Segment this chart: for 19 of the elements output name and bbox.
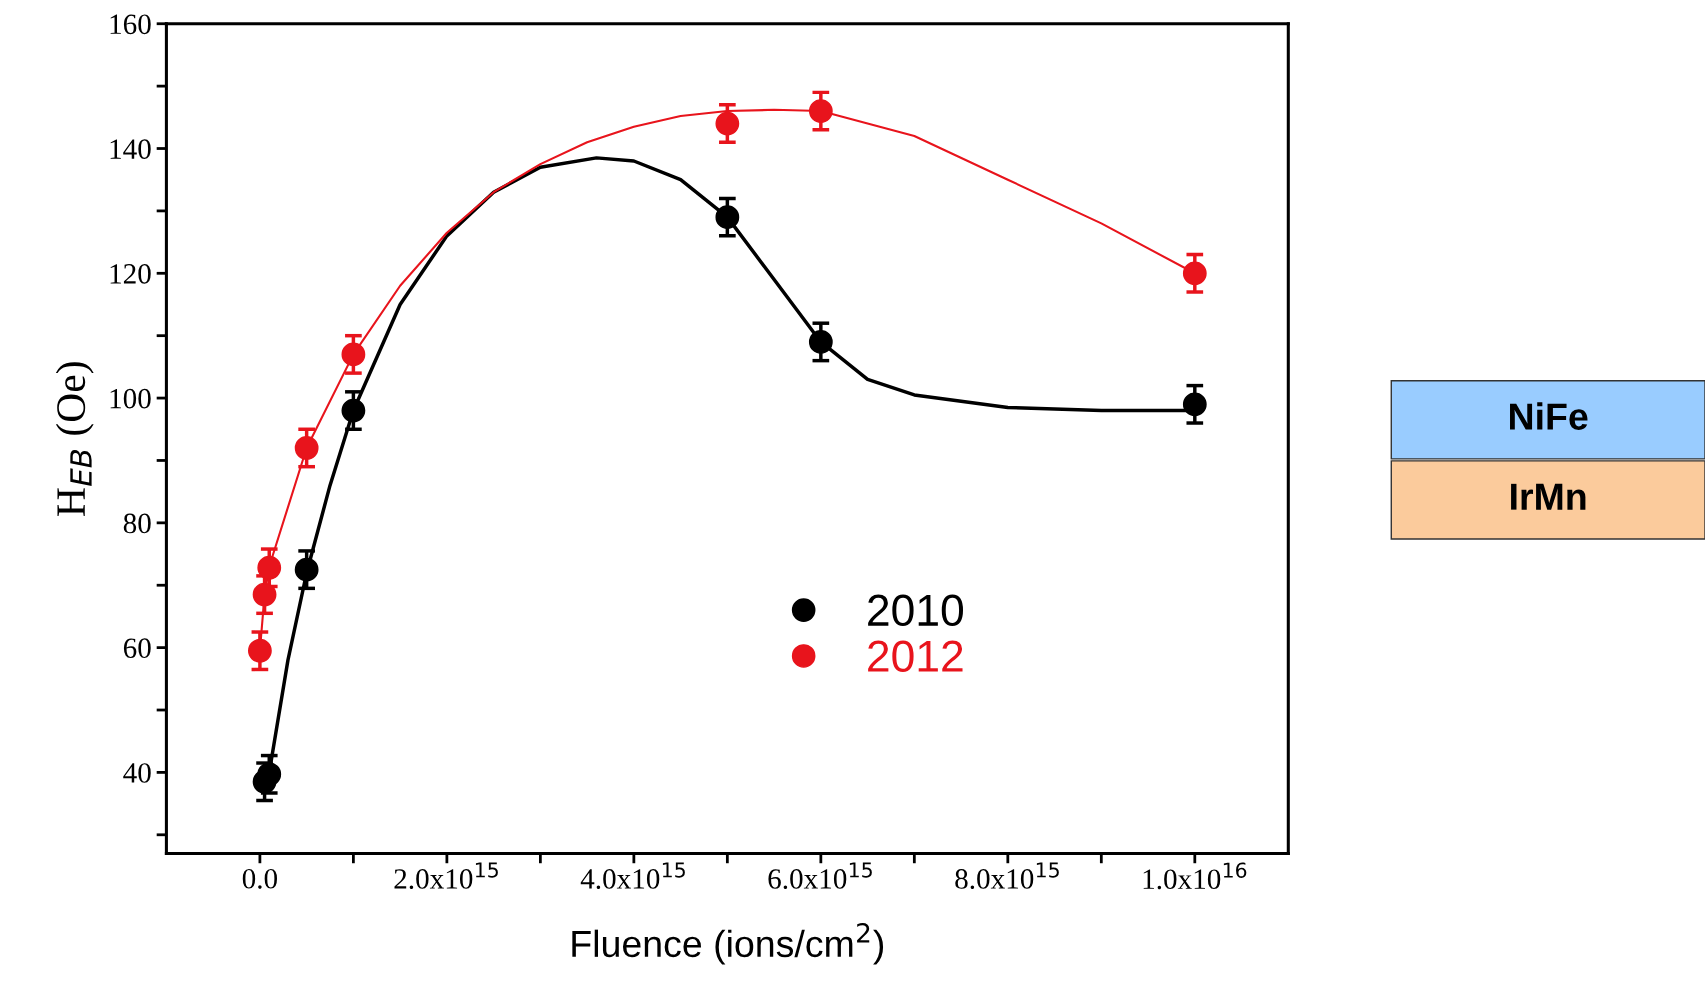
text: IrMn (1511, 483, 1586, 510)
legend-label: 2012 (868, 640, 963, 672)
y-tick-label: 100 (110, 388, 151, 409)
x-tick-label: 1.0x10$^{16}$ (1143, 862, 1247, 890)
y-axis-title: H$_{EB}$ (Oe) (55, 362, 94, 516)
y-tick-label: 140 (110, 139, 151, 159)
legend-label: 2010 (868, 594, 964, 627)
y-tick-label: 60 (123, 638, 151, 659)
x-tick-label: 0.0 (242, 868, 278, 889)
x-axis-title: Fluence (ions/cm$^{2}$) (572, 922, 884, 965)
y-tick-label: 80 (123, 513, 151, 534)
y-tick-label: 120 (110, 264, 151, 284)
x-tick-label: 8.0x10$^{15}$ (955, 862, 1059, 889)
text: NiFe (1510, 402, 1588, 430)
x-tick-label: 6.0x10$^{15}$ (768, 862, 872, 889)
y-tick-label: 160 (110, 14, 151, 35)
x-tick-label: 4.0x10$^{15}$ (580, 862, 685, 889)
x-tick-label: 2.0x10$^{15}$ (394, 862, 498, 889)
y-tick-label: 40 (123, 763, 151, 783)
